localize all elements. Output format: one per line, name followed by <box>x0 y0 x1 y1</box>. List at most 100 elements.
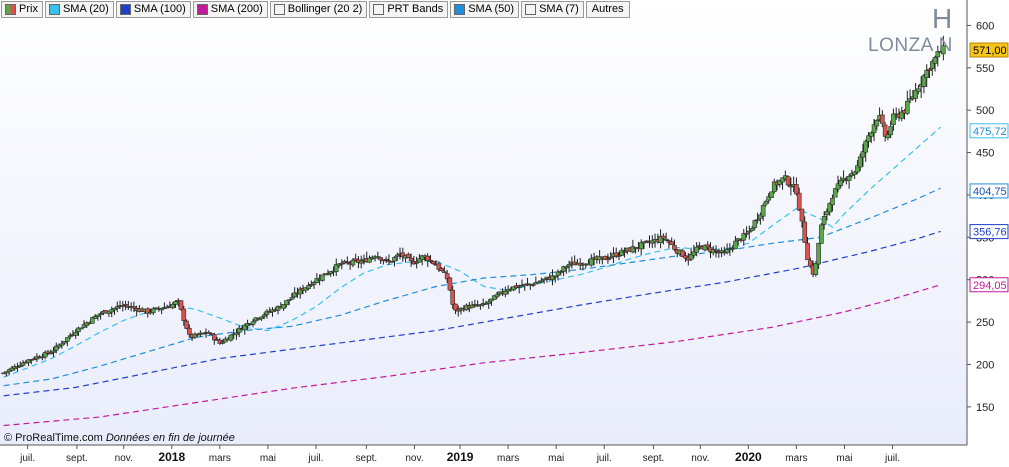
candle <box>192 332 198 340</box>
candle-body <box>430 260 436 264</box>
candle-body <box>724 249 730 253</box>
candle-body <box>123 304 128 306</box>
candle <box>727 243 733 256</box>
candle-body <box>661 235 666 239</box>
candle <box>51 347 56 357</box>
candle-body <box>494 294 500 298</box>
candle <box>56 343 62 349</box>
candle <box>924 64 930 88</box>
candle <box>414 256 419 269</box>
candle-body <box>150 308 156 314</box>
candle <box>536 280 541 284</box>
candle-body <box>339 262 345 265</box>
candles-group <box>1 35 946 377</box>
candle <box>913 83 918 103</box>
series-line-sma-100- <box>3 230 941 397</box>
candle-body <box>81 324 87 328</box>
candle-body <box>170 304 176 309</box>
candle <box>281 304 286 311</box>
candle-body <box>453 303 458 311</box>
candle-body <box>1 372 6 375</box>
x-tick-label: sept. <box>643 453 665 464</box>
candle <box>333 258 339 277</box>
candle-body <box>228 334 234 341</box>
candle <box>813 261 819 277</box>
candle-body <box>92 316 98 319</box>
candle <box>491 294 497 300</box>
candle-body <box>899 111 905 119</box>
candle <box>81 320 87 329</box>
candle <box>514 282 519 289</box>
candle-body <box>769 191 774 199</box>
candle <box>206 330 212 334</box>
candle <box>691 244 697 259</box>
candle <box>270 307 275 317</box>
candle <box>907 89 913 104</box>
candle-body <box>552 275 558 278</box>
candle-body <box>830 197 835 206</box>
legend-item-prt-bands[interactable]: PRT Bands <box>369 1 449 18</box>
candle <box>59 340 65 349</box>
candle <box>112 307 117 315</box>
candle <box>417 254 422 263</box>
candle-body <box>53 345 59 351</box>
legend-item-sma-100[interactable]: SMA (100) <box>115 1 191 18</box>
candle <box>389 260 394 263</box>
candle <box>475 300 480 308</box>
candle <box>430 260 436 265</box>
candle-body <box>608 256 613 259</box>
legend-item-sma-7[interactable]: SMA (7) <box>521 1 584 18</box>
candle-body <box>419 255 425 260</box>
candle-body <box>187 327 192 335</box>
candle <box>15 362 20 372</box>
candle-body <box>311 282 317 285</box>
candle-body <box>98 313 103 315</box>
candle-body <box>796 192 802 211</box>
legend-item-sma-200[interactable]: SMA (200) <box>192 1 268 18</box>
candle <box>552 275 558 283</box>
candle-body <box>516 286 522 288</box>
candle <box>597 250 602 264</box>
sma100-swatch-icon <box>119 4 131 15</box>
candle-body <box>389 261 394 263</box>
candle-body <box>824 211 830 216</box>
x-tick-label: 2018 <box>158 450 185 464</box>
candle-body <box>84 322 90 326</box>
candle <box>891 108 896 131</box>
candle <box>763 199 769 207</box>
candle-body <box>284 300 289 306</box>
candle <box>292 287 297 299</box>
x-tick-label: juil. <box>884 453 900 464</box>
candle <box>868 131 874 144</box>
candle <box>419 254 425 266</box>
series-line-sma-200- <box>3 284 941 427</box>
legend-item-bollinger[interactable]: Bollinger (20 2) <box>269 1 368 18</box>
candle-body <box>763 201 769 205</box>
legend-item-sma-50[interactable]: SMA (50) <box>450 1 520 18</box>
candle <box>669 237 674 246</box>
candle <box>120 300 126 312</box>
legend-more-button[interactable]: Autres <box>585 1 630 18</box>
candle-body <box>65 337 70 342</box>
last-value-tag <box>969 123 1009 139</box>
candle-body <box>120 305 126 307</box>
legend-item-sma-20[interactable]: SMA (20) <box>44 1 114 18</box>
candle <box>4 371 9 377</box>
legend-item-prix[interactable]: Prix <box>1 1 43 18</box>
candle-body <box>45 351 51 354</box>
x-tick-label: mars <box>497 453 519 464</box>
candle-body <box>838 179 844 186</box>
candle-body <box>855 165 860 173</box>
candle-body <box>306 285 311 289</box>
candle-body <box>444 273 450 280</box>
candle <box>289 293 295 300</box>
candle <box>284 300 289 308</box>
footer-note: Données en fin de journée <box>105 432 235 444</box>
ticker-name: LONZA N <box>868 35 953 56</box>
candle <box>871 118 877 142</box>
candle <box>306 282 311 291</box>
candle <box>816 242 821 269</box>
candle <box>98 311 103 320</box>
